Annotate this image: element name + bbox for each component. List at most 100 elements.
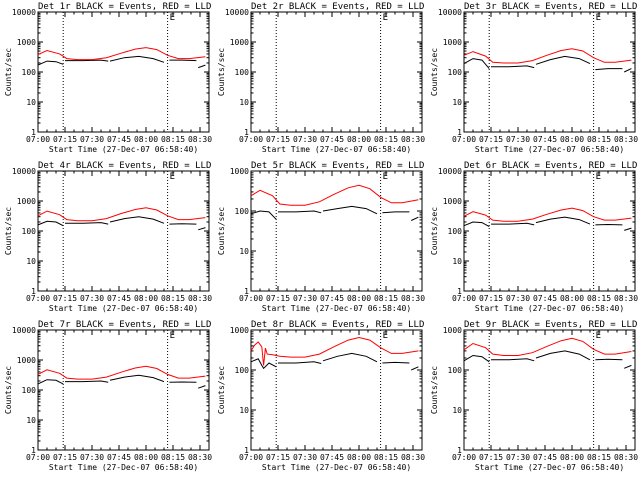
events-series-line — [37, 379, 64, 385]
y-tick-label: 100 — [448, 366, 463, 375]
lld-series-line — [463, 207, 632, 222]
events-series-line — [278, 361, 322, 364]
y-tick-label: 10000 — [438, 167, 462, 176]
x-tick-label: 07:45 — [533, 135, 557, 144]
panel-title: Det 2r BLACK = Events, RED = LLD — [251, 2, 424, 12]
y-axis-label: Counts/sec — [4, 207, 13, 255]
corner-mark: E — [383, 13, 388, 23]
plot-frame — [250, 329, 423, 451]
y-tick-label: 1 — [457, 446, 462, 455]
panel-title: Det 6r BLACK = Events, RED = LLD — [464, 161, 637, 171]
x-tick-label: 07:15 — [266, 453, 290, 462]
y-axis-label: Counts/sec — [217, 48, 226, 96]
x-tick-label: 08:00 — [347, 294, 371, 303]
x-tick-label: 07:15 — [479, 135, 503, 144]
events-series-line — [410, 216, 419, 221]
y-tick-label: 100 — [448, 68, 463, 77]
events-series-line — [491, 222, 535, 226]
x-tick-label: 07:30 — [506, 453, 530, 462]
x-tick-label: 07:30 — [80, 453, 104, 462]
x-tick-label: 07:15 — [479, 453, 503, 462]
y-tick-label: 100 — [235, 366, 250, 375]
y-tick-label: 10 — [452, 98, 462, 107]
events-series-line — [624, 364, 632, 369]
x-tick-label: 07:00 — [452, 453, 476, 462]
y-tick-label: 100 — [22, 68, 37, 77]
y-tick-label: 10000 — [12, 8, 36, 17]
panel-title: Det 7r BLACK = Events, RED = LLD — [38, 320, 211, 330]
x-tick-label: 07:00 — [239, 135, 263, 144]
y-tick-label: 1 — [31, 446, 36, 455]
x-tick-label: 08:15 — [161, 135, 185, 144]
events-series-line — [109, 55, 165, 63]
x-tick-label: 07:45 — [107, 135, 131, 144]
x-tick-label: 07:45 — [533, 453, 557, 462]
y-axis-label: Counts/sec — [217, 207, 226, 255]
x-axis-label: Start Time (27-Dec-07 06:58:40) — [49, 304, 198, 313]
x-axis-label: Start Time (27-Dec-07 06:58:40) — [475, 304, 624, 313]
x-tick-label: 08:30 — [188, 135, 212, 144]
x-tick-label: 08:30 — [614, 135, 638, 144]
x-axis-label: Start Time (27-Dec-07 06:58:40) — [475, 145, 624, 154]
panel-title: Det 1r BLACK = Events, RED = LLD — [38, 2, 211, 12]
events-series-line — [624, 227, 632, 231]
y-tick-label: 10 — [239, 247, 249, 256]
events-series-line — [65, 59, 109, 62]
y-tick-label: 10 — [452, 257, 462, 266]
events-series-line — [37, 60, 64, 66]
events-series-line — [535, 55, 591, 65]
y-tick-label: 10000 — [225, 8, 249, 17]
lld-series-line — [37, 207, 206, 222]
plot-frame — [463, 329, 636, 451]
y-tick-label: 10000 — [12, 167, 36, 176]
x-tick-label: 08:15 — [587, 453, 611, 462]
x-tick-label: 07:30 — [293, 453, 317, 462]
x-tick-label: 08:15 — [161, 453, 185, 462]
y-tick-label: 100 — [235, 207, 250, 216]
events-series-line — [250, 210, 277, 220]
events-series-line — [198, 227, 206, 231]
y-axis-label: Counts/sec — [4, 48, 13, 96]
events-series-line — [463, 221, 490, 228]
x-tick-label: 07:15 — [53, 453, 77, 462]
y-tick-label: 1000 — [230, 326, 249, 335]
y-axis-label: Counts/sec — [430, 48, 439, 96]
x-tick-label: 08:30 — [614, 453, 638, 462]
y-axis-label: Counts/sec — [4, 366, 13, 414]
x-tick-label: 07:00 — [452, 294, 476, 303]
corner-mark: E — [170, 172, 175, 182]
plot-frame — [250, 170, 423, 292]
lld-series-line — [250, 184, 419, 206]
panel-title: Det 3r BLACK = Events, RED = LLD — [464, 2, 637, 12]
x-axis-label: Start Time (27-Dec-07 06:58:40) — [262, 145, 411, 154]
lld-series-line — [250, 336, 419, 366]
x-tick-label: 08:30 — [188, 453, 212, 462]
events-series-line — [322, 352, 378, 363]
lld-series-line — [463, 337, 632, 356]
events-series-line — [491, 358, 535, 362]
corner-mark: E — [596, 172, 601, 182]
x-axis-label: Start Time (27-Dec-07 06:58:40) — [49, 463, 198, 472]
y-tick-label: 1 — [31, 287, 36, 296]
x-tick-label: 07:15 — [266, 135, 290, 144]
x-tick-label: 08:15 — [374, 453, 398, 462]
x-tick-label: 07:45 — [320, 453, 344, 462]
y-tick-label: 100 — [235, 68, 250, 77]
x-tick-label: 07:30 — [293, 294, 317, 303]
events-series-line — [250, 358, 277, 370]
x-axis-label: Start Time (27-Dec-07 06:58:40) — [262, 304, 411, 313]
y-tick-label: 1 — [244, 287, 249, 296]
events-series-line — [410, 366, 419, 371]
x-tick-label: 07:30 — [80, 135, 104, 144]
x-tick-label: 08:00 — [134, 135, 158, 144]
events-series-line — [109, 216, 165, 224]
lld-series-line — [463, 48, 632, 64]
x-tick-label: 08:15 — [161, 294, 185, 303]
